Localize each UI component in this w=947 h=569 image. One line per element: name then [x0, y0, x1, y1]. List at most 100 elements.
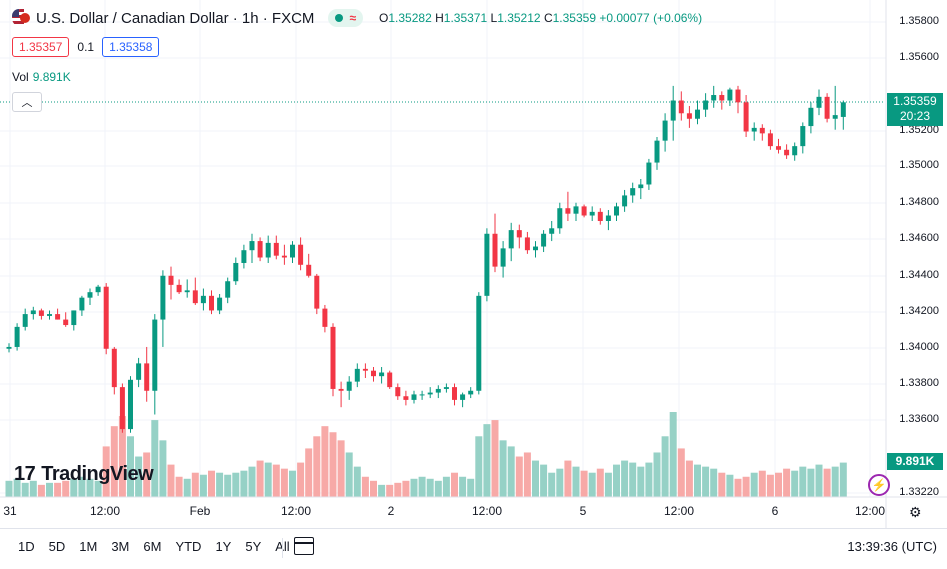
- candle-body: [533, 246, 538, 251]
- range-6m-button[interactable]: 6M: [143, 539, 162, 554]
- candle-body: [362, 368, 368, 371]
- candle-body: [79, 297, 85, 311]
- volume-bar: [799, 466, 807, 497]
- candle-body: [338, 388, 344, 391]
- range-3m-button[interactable]: 3M: [111, 539, 130, 554]
- candle-body: [22, 314, 28, 327]
- range-5d-button[interactable]: 5D: [48, 539, 66, 554]
- candle-body: [411, 394, 417, 400]
- volume-bar: [54, 482, 62, 497]
- volume-bar: [86, 478, 94, 497]
- volume-bar: [199, 474, 207, 497]
- range-5y-button[interactable]: 5Y: [245, 539, 262, 554]
- candle-body: [792, 146, 798, 156]
- go-to-date-calendar-icon[interactable]: [294, 537, 314, 555]
- candle-body: [500, 248, 506, 267]
- candle-body: [217, 297, 223, 311]
- volume-legend[interactable]: Vol 9.891K: [12, 70, 71, 84]
- candle-body: [638, 184, 644, 189]
- candle-body: [776, 146, 781, 150]
- candlestick-chart[interactable]: [0, 0, 947, 528]
- candle-body: [403, 396, 409, 400]
- candle-body: [711, 95, 717, 101]
- volume-bar: [280, 468, 288, 497]
- volume-bar: [604, 472, 612, 497]
- candle-body: [516, 230, 522, 238]
- candle-body: [233, 262, 239, 282]
- time-axis-tick: 12:00: [854, 504, 886, 518]
- range-1m-button[interactable]: 1M: [79, 539, 98, 554]
- price-axis-tick: 1.33800: [899, 377, 939, 389]
- volume-bar: [191, 472, 199, 497]
- price-axis-tick: 1.34400: [899, 269, 939, 281]
- candle-body: [597, 211, 603, 221]
- volume-bar: [216, 472, 224, 497]
- utc-clock[interactable]: 13:39:36 (UTC): [847, 539, 937, 554]
- candle-body: [265, 242, 271, 258]
- buy-price-button[interactable]: 1.35358: [102, 37, 160, 57]
- volume-bar: [118, 416, 126, 497]
- volume-bar: [564, 460, 572, 497]
- bar-countdown: 20:23: [899, 109, 931, 123]
- volume-bar: [321, 426, 329, 497]
- volume-bar: [718, 472, 726, 497]
- candle-body: [800, 126, 806, 147]
- candle-body: [573, 206, 579, 214]
- volume-bar: [653, 452, 661, 497]
- volume-bar: [742, 476, 750, 497]
- volume-bar: [426, 478, 434, 497]
- volume-bar: [702, 466, 710, 497]
- range-1d-button[interactable]: 1D: [18, 539, 35, 554]
- settings-gear-icon[interactable]: ⚙: [909, 504, 922, 520]
- candle-body: [549, 228, 555, 234]
- candle-body: [241, 250, 247, 263]
- volume-bar: [807, 468, 815, 497]
- candle-body: [192, 290, 198, 304]
- candle-body: [387, 372, 393, 388]
- volume-bar: [596, 468, 604, 497]
- volume-bar: [694, 464, 701, 497]
- candle-body: [508, 230, 514, 249]
- candle-body: [314, 275, 320, 309]
- candle-body: [589, 211, 595, 216]
- candle-body: [654, 140, 660, 163]
- candle-body: [743, 102, 749, 132]
- volume-bar: [394, 482, 402, 497]
- candle-body: [290, 244, 295, 258]
- volume-bar: [224, 474, 232, 497]
- candle-body: [784, 149, 790, 156]
- bottom-toolbar: 1D 5D 1M 3M 6M YTD 1Y 5Y All 13:39:36 (U…: [0, 528, 947, 569]
- candle-body: [727, 89, 733, 101]
- symbol-title[interactable]: U.S. Dollar / Canadian Dollar · 1h · FXC…: [36, 9, 315, 27]
- volume-bar: [442, 476, 450, 497]
- range-buttons: 1D 5D 1M 3M 6M YTD 1Y 5Y All: [18, 539, 304, 554]
- candle-body: [824, 96, 830, 119]
- low-value: 1.35212: [497, 11, 541, 25]
- candle-body: [14, 326, 20, 347]
- last-price-label: 1.35359 20:23: [887, 93, 943, 126]
- candle-body: [200, 295, 206, 304]
- sell-price-button[interactable]: 1.35357: [12, 37, 70, 57]
- high-label: H: [435, 11, 444, 25]
- volume-bar: [264, 462, 272, 497]
- collapse-legend-button[interactable]: ︿: [12, 92, 42, 112]
- volume-label: Vol: [12, 70, 29, 84]
- volume-bar: [361, 476, 369, 497]
- last-price-value: 1.35359: [893, 94, 937, 108]
- volume-bar: [783, 468, 791, 497]
- tradingview-watermark[interactable]: 17 TradingView: [14, 463, 154, 486]
- range-ytd-button[interactable]: YTD: [175, 539, 202, 554]
- volume-bar: [726, 474, 734, 497]
- range-1y-button[interactable]: 1Y: [215, 539, 232, 554]
- volume-bar: [815, 464, 823, 497]
- candle-body: [427, 392, 433, 395]
- candle-body: [816, 96, 822, 108]
- market-status-badge[interactable]: ≈: [328, 9, 364, 27]
- candle-body: [111, 348, 117, 388]
- candles: [6, 85, 846, 433]
- volume-bar: [515, 456, 523, 497]
- volume-bar: [110, 426, 118, 497]
- market-open-dot-icon: [335, 14, 344, 22]
- candle-body: [662, 120, 668, 141]
- lightning-icon[interactable]: ⚡: [868, 474, 890, 496]
